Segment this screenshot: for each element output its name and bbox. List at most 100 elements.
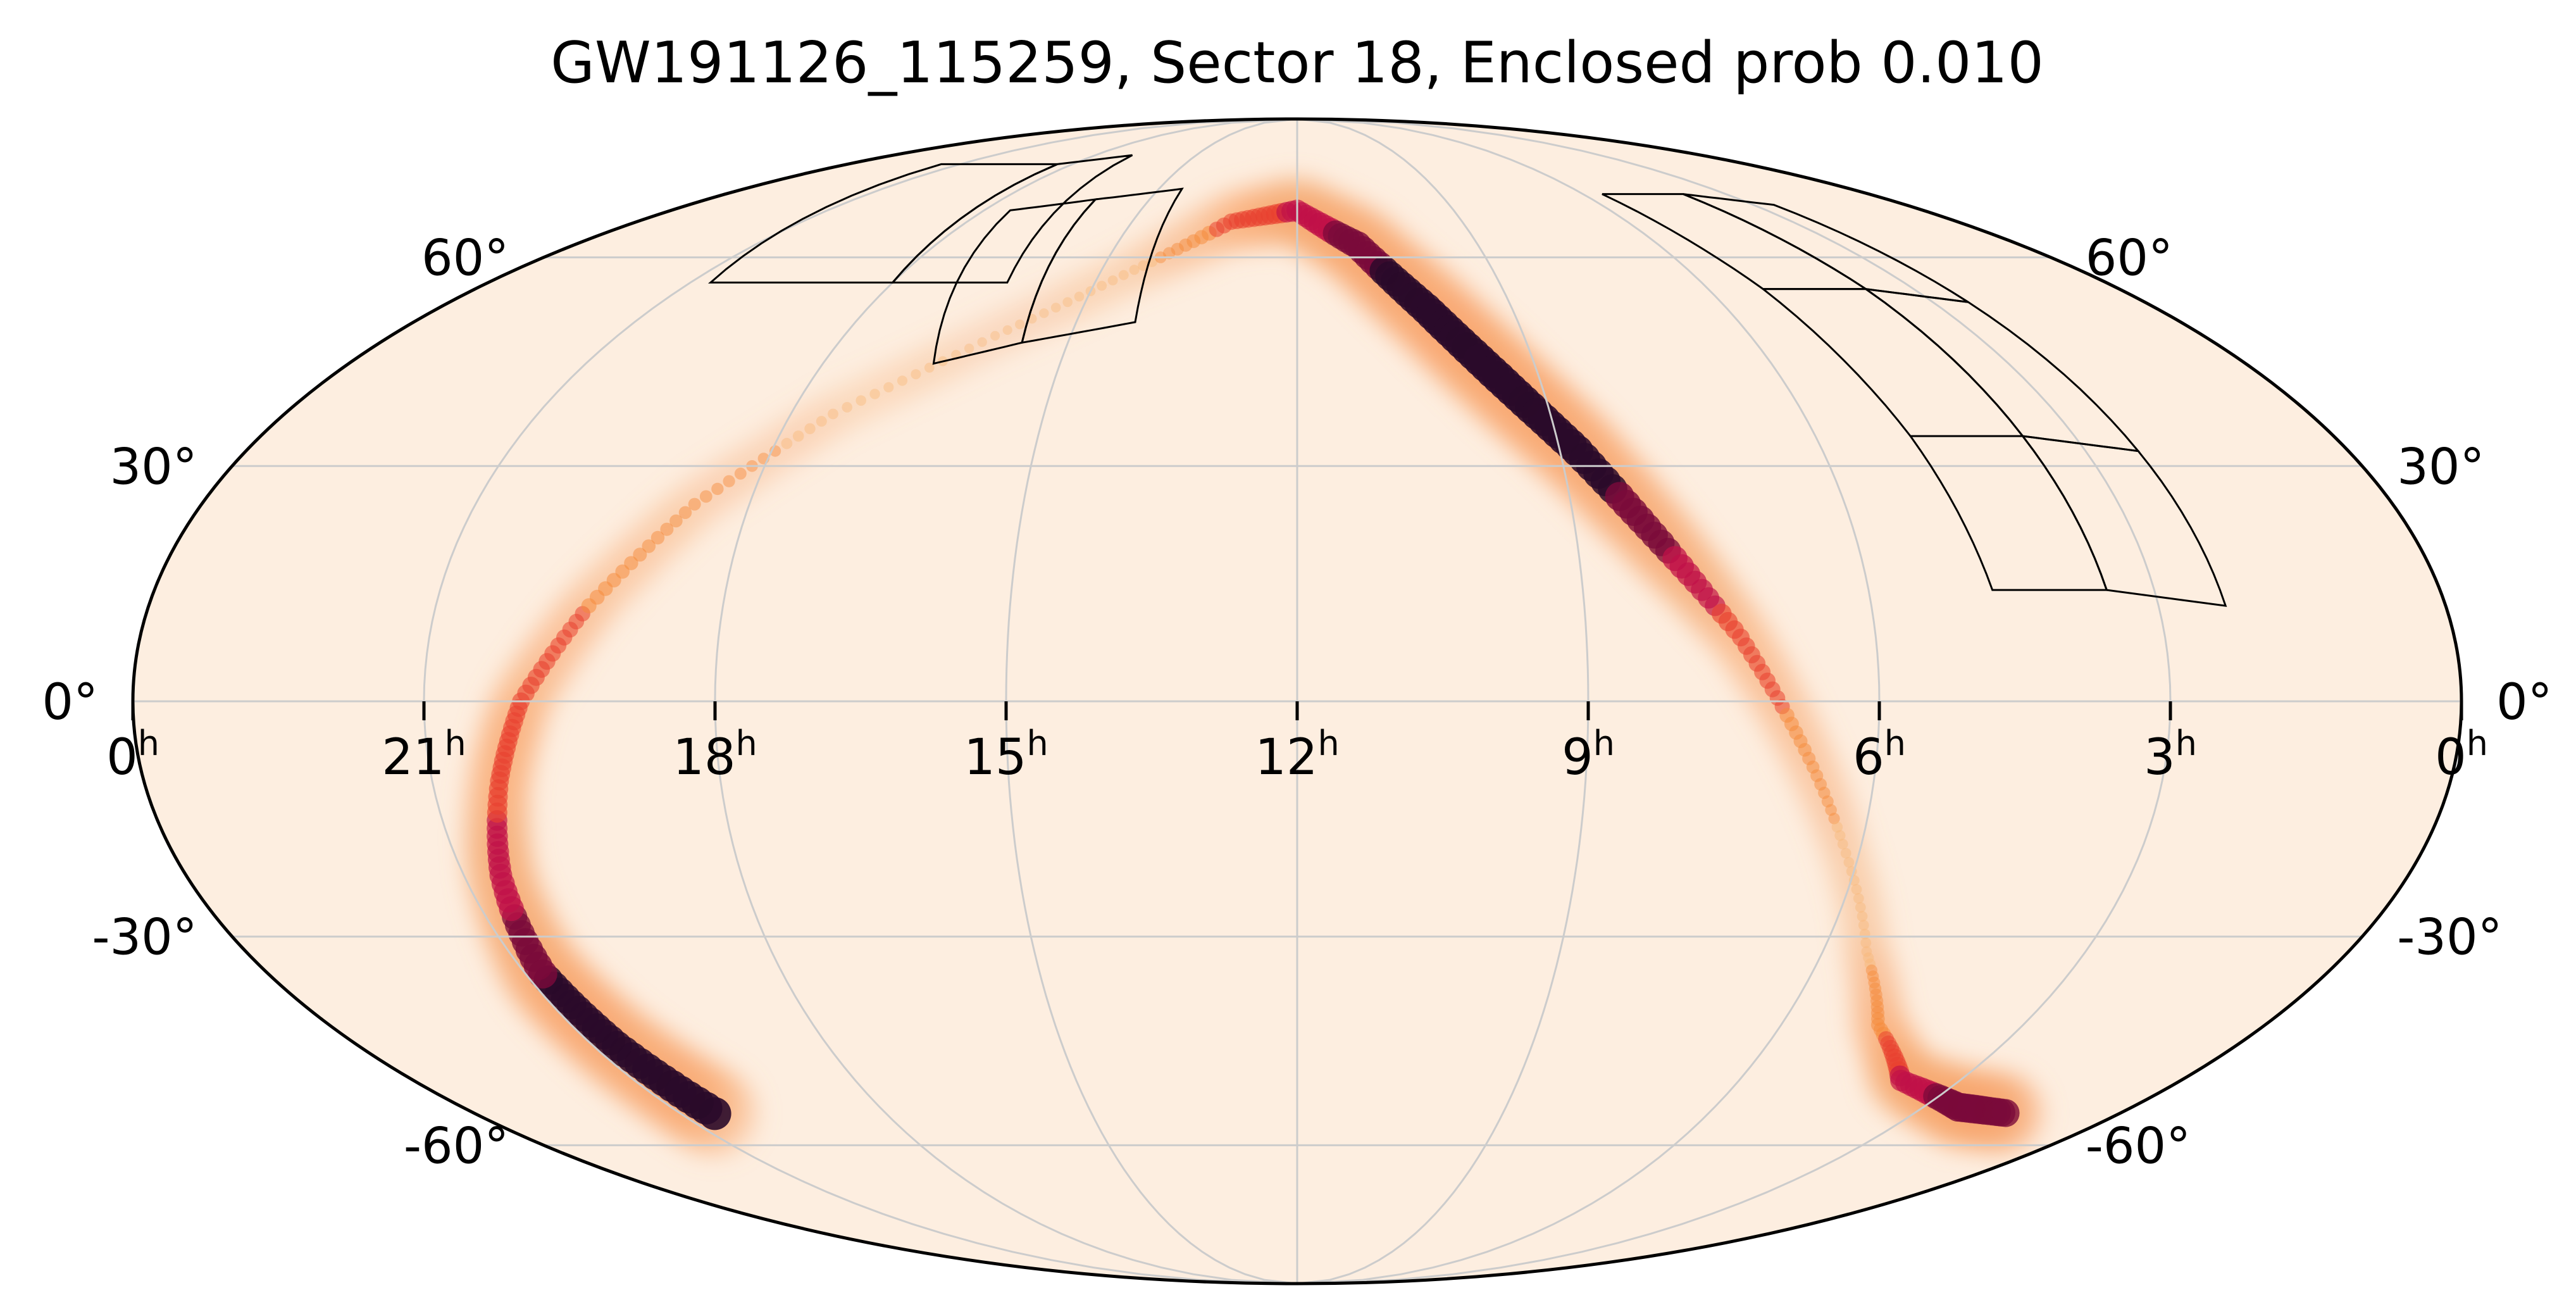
dec-label-left: -60° bbox=[404, 1118, 509, 1175]
band-core-dot bbox=[606, 573, 621, 588]
dec-labels-right: 60° 30° 0° -30° -60° bbox=[2086, 230, 2553, 1175]
band-core-dot bbox=[977, 337, 987, 347]
tess-footprints bbox=[707, 154, 2227, 607]
band-core-dot bbox=[964, 343, 974, 354]
band-core-dot bbox=[1840, 848, 1851, 859]
band-core-dot bbox=[1062, 297, 1073, 308]
band-core-dot bbox=[723, 475, 735, 487]
band-core-dot bbox=[1828, 813, 1840, 825]
ra-label: 15h bbox=[964, 723, 1048, 786]
ra-label: 0h bbox=[2435, 723, 2488, 786]
band-core-dot bbox=[1789, 725, 1803, 740]
band-core-dot bbox=[1870, 994, 1884, 1008]
band-core-dot bbox=[1867, 970, 1879, 982]
dec-labels-left: 60° 30° 0° -30° -60° bbox=[42, 230, 509, 1175]
band-core-dot bbox=[792, 430, 804, 442]
band-core-dot bbox=[1855, 902, 1866, 913]
dec-label-right: 60° bbox=[2086, 230, 2173, 287]
band-core-dot bbox=[869, 389, 880, 399]
band-core-dot bbox=[816, 416, 827, 427]
band-core-dot bbox=[1991, 1099, 2020, 1127]
band-core-dot bbox=[1097, 280, 1107, 291]
dec-label-left: -30° bbox=[92, 910, 197, 967]
band-core-dot bbox=[1118, 270, 1129, 280]
ra-unit: h bbox=[1593, 723, 1615, 763]
band-core-dot bbox=[883, 382, 894, 393]
band-core-dot bbox=[1171, 242, 1184, 256]
band-core-dot bbox=[1837, 839, 1848, 849]
map-title: GW191126_115259, Sector 18, Enclosed pro… bbox=[551, 30, 2044, 96]
band-core-dot bbox=[1853, 893, 1864, 904]
band-core-dot bbox=[781, 437, 793, 449]
ra-unit: h bbox=[1884, 723, 1906, 763]
band-core-dot bbox=[669, 514, 683, 528]
ra-unit: h bbox=[2467, 723, 2488, 763]
band-core bbox=[487, 199, 2020, 1130]
band-core-dot bbox=[1798, 742, 1812, 757]
dec-label-left: 0° bbox=[42, 674, 98, 731]
band-core-dot bbox=[1843, 857, 1855, 868]
dec-label-right: 0° bbox=[2496, 674, 2553, 731]
probability-band bbox=[463, 175, 2046, 1158]
band-core-dot bbox=[1129, 265, 1140, 275]
band-core-dot bbox=[1834, 830, 1846, 841]
band-core-dot bbox=[1871, 1012, 1885, 1026]
ccd-footprint bbox=[2020, 435, 2227, 607]
band-core-dot bbox=[1050, 303, 1061, 313]
band-core-dot bbox=[642, 539, 656, 553]
band-core-dot bbox=[1860, 937, 1872, 948]
band-core-dot bbox=[1806, 760, 1820, 774]
band-core-dot bbox=[804, 423, 816, 434]
band-core-dot bbox=[1179, 238, 1193, 252]
band-core-dot bbox=[1138, 260, 1149, 272]
band-core-dot bbox=[1802, 751, 1816, 765]
band-core-dot bbox=[615, 564, 630, 579]
band-core-dot bbox=[842, 402, 852, 413]
band-core-dot bbox=[1858, 920, 1869, 931]
band-core-dot bbox=[1074, 291, 1085, 302]
ra-unit: h bbox=[445, 723, 466, 763]
band-core-dot bbox=[1870, 1000, 1884, 1014]
band-core-dot bbox=[1825, 804, 1837, 816]
band-core-dot bbox=[1857, 911, 1868, 922]
band-core-dot bbox=[856, 395, 866, 406]
band-core-dot bbox=[650, 530, 665, 545]
band-core-dot bbox=[1864, 958, 1876, 970]
band-core-dot bbox=[734, 467, 747, 480]
dec-label-right: -30° bbox=[2397, 910, 2502, 967]
band-core-dot bbox=[828, 408, 838, 420]
ra-unit: h bbox=[138, 723, 159, 763]
band-core-dot bbox=[624, 556, 638, 570]
band-core-dot bbox=[1868, 976, 1881, 989]
band-core-dot bbox=[897, 375, 908, 386]
band-core-dot bbox=[1015, 319, 1025, 330]
ra-unit: h bbox=[2175, 723, 2197, 763]
band-core-dot bbox=[924, 363, 935, 373]
ra-unit: h bbox=[1318, 723, 1340, 763]
band-core-dot bbox=[1002, 325, 1012, 335]
band-core-dot bbox=[990, 330, 1000, 341]
band-core-dot bbox=[1784, 716, 1799, 732]
band-core-dot bbox=[1869, 982, 1882, 995]
band-core-dot bbox=[1821, 795, 1834, 808]
band-core-dot bbox=[1870, 1006, 1885, 1020]
band-core-dot bbox=[699, 490, 712, 503]
band-core-dot bbox=[1865, 964, 1877, 976]
ra-unit: h bbox=[1027, 723, 1048, 763]
ccd-footprint bbox=[1021, 187, 1184, 344]
ra-unit: h bbox=[736, 723, 757, 763]
band-core-dot bbox=[1831, 821, 1843, 833]
dec-label-right: -60° bbox=[2086, 1118, 2191, 1175]
band-core-dot bbox=[678, 506, 692, 519]
ccd-footprint bbox=[890, 154, 1133, 284]
band-core-dot bbox=[711, 482, 724, 496]
band-core-dot bbox=[1039, 308, 1049, 318]
band-core-dot bbox=[688, 497, 701, 511]
band-core-dot bbox=[1861, 946, 1872, 957]
band-core-dot bbox=[911, 369, 921, 380]
band-core-dot bbox=[1851, 884, 1862, 895]
band-core-dot bbox=[1162, 247, 1176, 260]
band-core-dot bbox=[1186, 234, 1201, 248]
band-core-dot bbox=[660, 522, 674, 536]
band-core-dot bbox=[1863, 952, 1874, 963]
